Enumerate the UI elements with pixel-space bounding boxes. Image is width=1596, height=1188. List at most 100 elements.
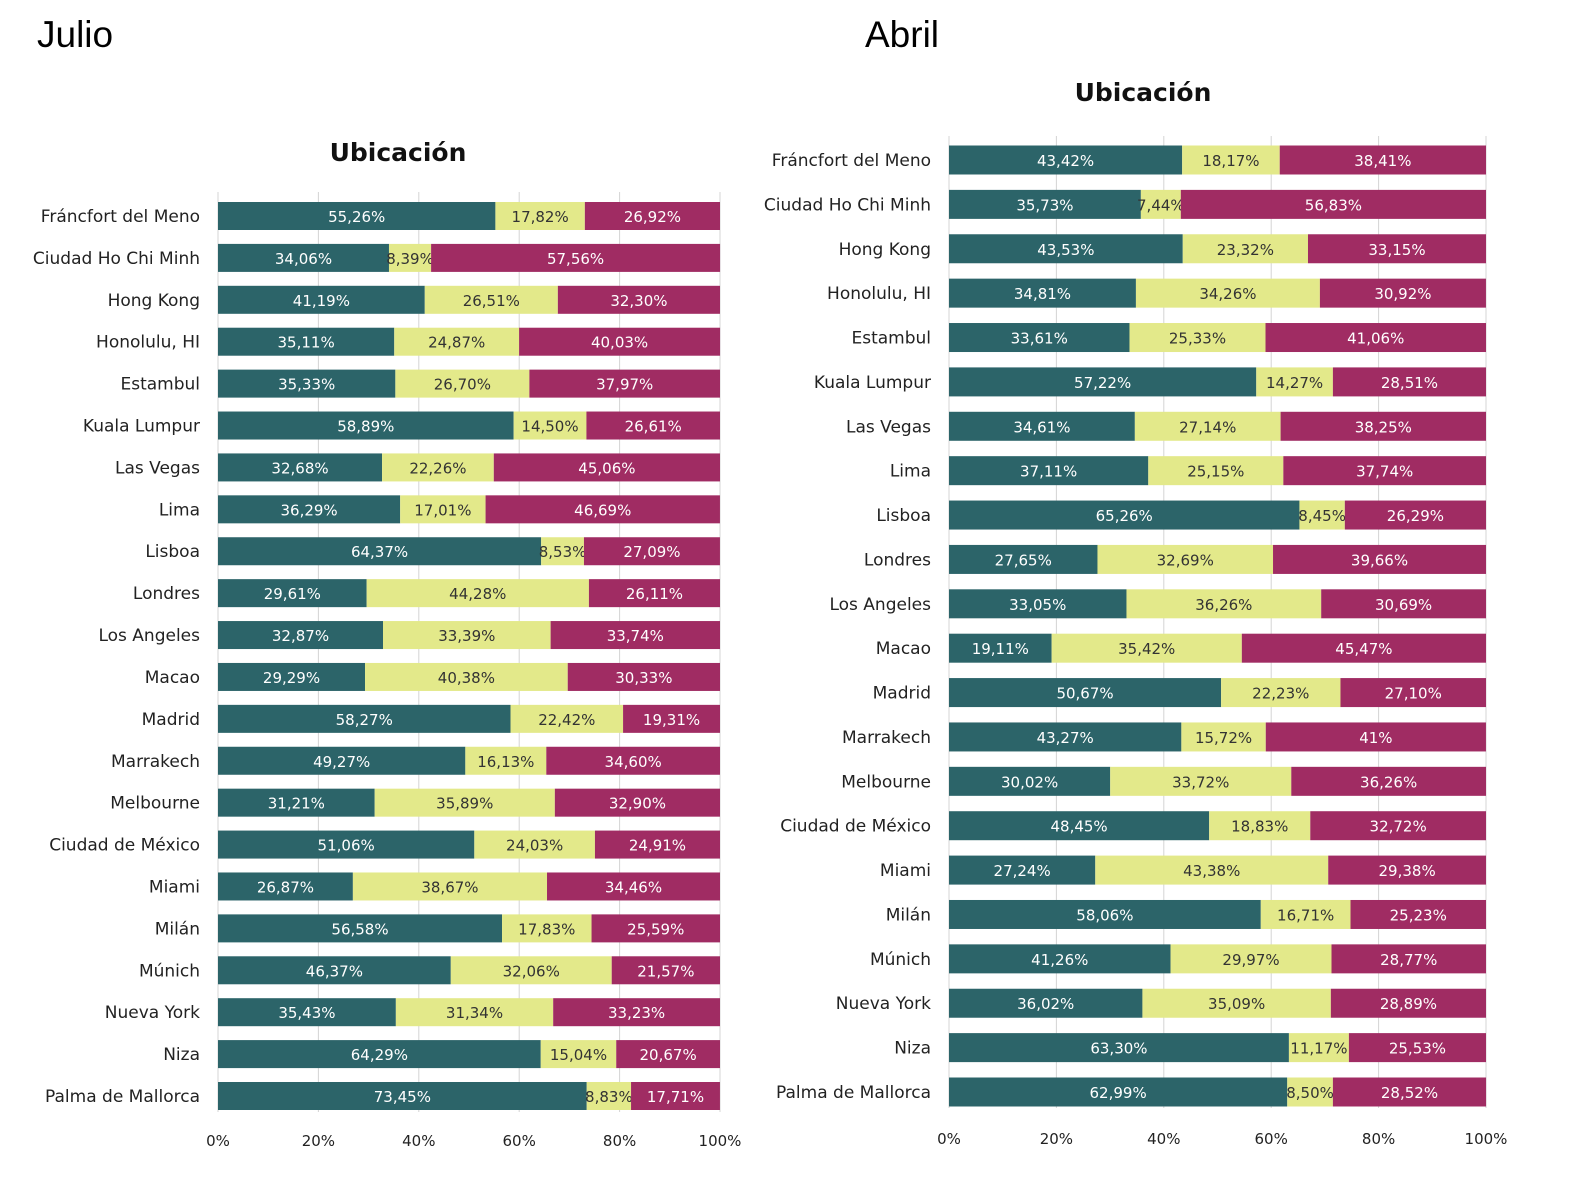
bar-segment [949, 234, 1183, 264]
data-label: 36,29% [280, 501, 337, 519]
data-label: 21,57% [637, 962, 694, 980]
bar-segment [553, 998, 720, 1027]
category-label: Melbourne [841, 772, 931, 792]
data-label: 32,69% [1157, 551, 1214, 569]
bar-segment [949, 899, 1261, 929]
data-label: 19,31% [643, 711, 700, 729]
data-label: 64,29% [351, 1046, 408, 1064]
bar-segment [1180, 189, 1486, 219]
bar-segment [1273, 544, 1486, 574]
bar-segment [1288, 1033, 1349, 1063]
data-label: 38,25% [1355, 418, 1412, 436]
bar-segment [400, 495, 486, 524]
category-label: Macao [145, 668, 200, 688]
category-label: Ciudad de México [780, 817, 931, 837]
data-label: 25,15% [1187, 463, 1244, 481]
data-label: 33,15% [1368, 241, 1425, 259]
bar-segment [1330, 988, 1486, 1018]
bar-segment [623, 704, 720, 733]
data-label: 16,13% [477, 753, 534, 771]
bar-segment [611, 956, 720, 985]
bar-segment [1135, 278, 1320, 308]
bar-segment [218, 537, 542, 566]
bar-segment [495, 202, 585, 230]
data-label: 33,39% [438, 627, 495, 645]
bar-segment [218, 453, 383, 482]
data-label: 32,87% [272, 627, 329, 645]
bar-segment [1097, 544, 1274, 574]
bar-segment [218, 704, 511, 733]
data-label: 51,06% [318, 837, 375, 855]
bar-segment [218, 621, 384, 650]
data-label: 35,89% [436, 795, 493, 813]
bar-segment [1110, 766, 1292, 796]
category-label: Lisboa [145, 542, 200, 562]
data-label: 45,47% [1335, 640, 1392, 658]
x-tick-label: 0% [206, 1132, 230, 1150]
data-label: 26,92% [624, 208, 681, 226]
bar-segment [1332, 1077, 1487, 1107]
bar-segment [1319, 278, 1486, 308]
bar-segment [949, 633, 1052, 663]
category-label: Fráncfort del Meno [41, 207, 200, 227]
bar-segment [218, 746, 466, 775]
bar-segment [218, 830, 475, 859]
bar-segment [424, 285, 558, 314]
data-label: 50,67% [1056, 685, 1113, 703]
category-label: Macao [876, 639, 931, 659]
category-label: Honolulu, HI [96, 333, 200, 353]
data-label: 37,74% [1356, 463, 1413, 481]
bar-segment [583, 537, 720, 566]
data-label: 41,26% [1031, 951, 1088, 969]
bar-segment [586, 1082, 632, 1110]
data-label: 32,72% [1370, 818, 1427, 836]
bar-segment [1332, 367, 1486, 397]
bar-segment [540, 1040, 617, 1069]
bar-segment [949, 988, 1143, 1018]
chart-title: Ubicación [1075, 78, 1212, 107]
bar-segment [218, 998, 396, 1027]
category-label: Estambul [851, 329, 931, 349]
data-label: 33,05% [1009, 596, 1066, 614]
data-label: 56,83% [1305, 196, 1362, 214]
data-label: 8,39% [386, 250, 434, 268]
data-label: 28,89% [1380, 995, 1437, 1013]
data-label: 56,58% [331, 920, 388, 938]
data-label: 40,38% [438, 669, 495, 687]
bar-segment [218, 1040, 541, 1069]
data-label: 34,06% [275, 250, 332, 268]
x-tick-label: 0% [937, 1130, 961, 1148]
bar-segment [1095, 855, 1329, 885]
bar-segment [383, 621, 551, 650]
bar-segment [1265, 323, 1486, 353]
data-label: 28,77% [1380, 951, 1437, 969]
bar-segment [1291, 766, 1486, 796]
category-label: Múnich [139, 961, 200, 981]
data-label: 35,11% [278, 334, 335, 352]
data-label: 49,27% [313, 753, 370, 771]
category-label: Hong Kong [108, 291, 200, 311]
data-label: 37,11% [1020, 463, 1077, 481]
bar-segment [218, 202, 496, 230]
bar-segment [949, 145, 1183, 175]
bar-segment [485, 495, 720, 524]
data-label: 33,72% [1172, 773, 1229, 791]
category-label: Los Angeles [98, 626, 200, 646]
data-label: 20,67% [640, 1046, 697, 1064]
data-label: 29,29% [263, 669, 320, 687]
bar-segment [1279, 145, 1486, 175]
bar-segment [1182, 145, 1280, 175]
data-label: 34,60% [605, 753, 662, 771]
x-tick-label: 80% [603, 1132, 636, 1150]
bar-segment [1307, 234, 1486, 264]
data-label: 36,02% [1017, 995, 1074, 1013]
bar-segment [388, 243, 432, 272]
bar-segment [541, 537, 584, 566]
data-label: 58,06% [1076, 906, 1133, 924]
bar-segment [474, 830, 595, 859]
category-label: Niza [163, 1045, 200, 1065]
data-label: 8,83% [585, 1088, 633, 1106]
data-label: 37,97% [596, 376, 653, 394]
bar-segment [949, 367, 1257, 397]
